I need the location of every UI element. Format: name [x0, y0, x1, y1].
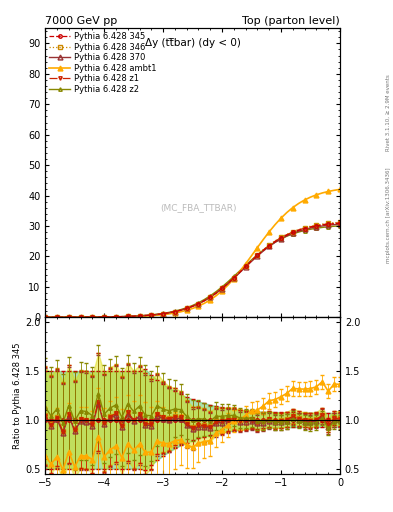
- Pythia 6.428 370: [237, 270, 242, 276]
- Pythia 6.428 ambt1: [108, 314, 112, 320]
- Pythia 6.428 z2: [255, 252, 260, 258]
- Pythia 6.428 ambt1: [137, 313, 142, 319]
- Text: Top (parton level): Top (parton level): [242, 15, 340, 26]
- Line: Pythia 6.428 346: Pythia 6.428 346: [44, 221, 342, 319]
- Pythia 6.428 370: [332, 222, 336, 228]
- Pythia 6.428 345: [338, 220, 342, 226]
- Pythia 6.428 z1: [332, 220, 336, 226]
- Line: Pythia 6.428 ambt1: Pythia 6.428 ambt1: [43, 187, 342, 319]
- Pythia 6.428 345: [332, 221, 336, 227]
- Text: 7000 GeV pp: 7000 GeV pp: [45, 15, 118, 26]
- Pythia 6.428 ambt1: [131, 313, 136, 319]
- Pythia 6.428 z2: [332, 223, 336, 229]
- Pythia 6.428 z1: [338, 220, 342, 226]
- Pythia 6.428 ambt1: [43, 314, 48, 321]
- Pythia 6.428 370: [338, 221, 342, 227]
- Pythia 6.428 370: [137, 313, 142, 319]
- Pythia 6.428 345: [131, 313, 136, 319]
- Pythia 6.428 346: [131, 313, 136, 319]
- Pythia 6.428 z2: [237, 268, 242, 274]
- Pythia 6.428 z2: [131, 313, 136, 319]
- Pythia 6.428 ambt1: [338, 186, 342, 193]
- Pythia 6.428 346: [332, 220, 336, 226]
- Pythia 6.428 z1: [108, 314, 112, 320]
- Pythia 6.428 346: [137, 313, 142, 319]
- Pythia 6.428 346: [338, 219, 342, 225]
- Pythia 6.428 345: [43, 314, 48, 321]
- Pythia 6.428 z1: [137, 313, 142, 319]
- Line: Pythia 6.428 z2: Pythia 6.428 z2: [44, 224, 342, 319]
- Pythia 6.428 370: [255, 253, 260, 259]
- Text: (MC_FBA_TTBAR): (MC_FBA_TTBAR): [160, 203, 237, 212]
- Pythia 6.428 z1: [237, 269, 242, 275]
- Pythia 6.428 346: [43, 314, 48, 321]
- Pythia 6.428 z2: [108, 314, 112, 320]
- Line: Pythia 6.428 370: Pythia 6.428 370: [43, 222, 342, 319]
- Text: Rivet 3.1.10, ≥ 2.9M events: Rivet 3.1.10, ≥ 2.9M events: [386, 74, 391, 151]
- Line: Pythia 6.428 345: Pythia 6.428 345: [44, 222, 342, 319]
- Pythia 6.428 z2: [43, 314, 48, 321]
- Pythia 6.428 370: [108, 314, 112, 320]
- Pythia 6.428 370: [131, 313, 136, 319]
- Pythia 6.428 345: [255, 252, 260, 259]
- Pythia 6.428 ambt1: [332, 187, 336, 194]
- Pythia 6.428 z1: [43, 314, 48, 321]
- Pythia 6.428 346: [255, 252, 260, 258]
- Pythia 6.428 ambt1: [255, 244, 260, 250]
- Line: Pythia 6.428 z1: Pythia 6.428 z1: [44, 221, 342, 319]
- Pythia 6.428 370: [43, 314, 48, 321]
- Pythia 6.428 345: [237, 269, 242, 275]
- Legend: Pythia 6.428 345, Pythia 6.428 346, Pythia 6.428 370, Pythia 6.428 ambt1, Pythia: Pythia 6.428 345, Pythia 6.428 346, Pyth…: [48, 31, 158, 96]
- Pythia 6.428 z1: [255, 252, 260, 258]
- Pythia 6.428 z1: [131, 313, 136, 319]
- Pythia 6.428 346: [237, 269, 242, 275]
- Text: Δy (tt̅bar) (dy < 0): Δy (tt̅bar) (dy < 0): [145, 38, 241, 48]
- Pythia 6.428 z2: [137, 313, 142, 319]
- Pythia 6.428 z2: [338, 223, 342, 229]
- Pythia 6.428 ambt1: [237, 268, 242, 274]
- Text: mcplots.cern.ch [arXiv:1306.3436]: mcplots.cern.ch [arXiv:1306.3436]: [386, 167, 391, 263]
- Pythia 6.428 346: [108, 314, 112, 320]
- Y-axis label: Ratio to Pythia 6.428 345: Ratio to Pythia 6.428 345: [13, 342, 22, 449]
- Pythia 6.428 345: [137, 313, 142, 319]
- Pythia 6.428 345: [108, 314, 112, 320]
